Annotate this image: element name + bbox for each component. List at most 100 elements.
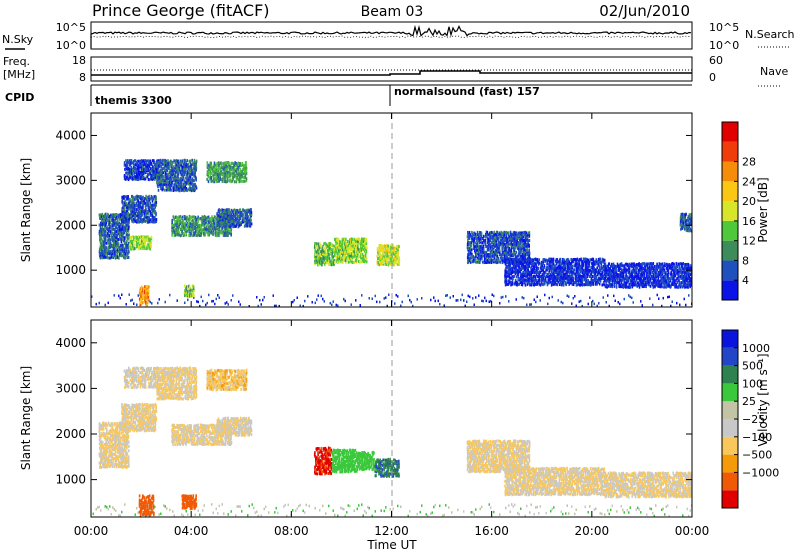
data-cell — [381, 257, 384, 261]
data-cell — [241, 212, 243, 216]
data-cell — [342, 245, 344, 249]
data-cell — [346, 251, 348, 255]
data-cell — [175, 178, 177, 182]
data-cell — [228, 231, 231, 235]
data-cell — [505, 238, 507, 242]
data-cell — [151, 195, 153, 199]
data-cell — [192, 289, 194, 293]
data-cell — [365, 238, 368, 241]
data-cell — [486, 247, 489, 251]
data-cell — [550, 283, 553, 287]
data-cell — [185, 167, 187, 170]
search-label: N.Search — [745, 28, 795, 41]
ground-scatter-cell — [379, 300, 381, 304]
ground-scatter-cell — [128, 293, 130, 296]
data-cell — [236, 222, 239, 226]
data-cell — [363, 246, 366, 250]
data-cell — [495, 245, 498, 248]
data-cell — [147, 195, 149, 199]
data-cell — [513, 239, 516, 243]
data-cell — [130, 165, 133, 169]
data-cell — [234, 161, 236, 165]
data-cell — [560, 281, 563, 285]
data-cell — [397, 254, 399, 258]
data-cell — [175, 167, 178, 171]
data-cell — [142, 293, 145, 297]
data-cell — [528, 258, 530, 262]
data-cell — [228, 172, 230, 176]
data-cell — [504, 236, 507, 240]
data-cell — [170, 188, 172, 192]
data-cell — [226, 175, 228, 179]
data-cell — [390, 253, 393, 256]
data-cell — [581, 266, 584, 270]
data-cell — [105, 217, 108, 221]
ground-scatter-cell — [452, 295, 454, 298]
data-cell — [385, 263, 387, 266]
data-cell — [335, 248, 337, 252]
data-cell — [562, 272, 565, 276]
ground-scatter-cell — [580, 299, 582, 303]
data-cell — [104, 212, 107, 216]
data-cell — [485, 252, 488, 256]
data-cell — [351, 240, 354, 244]
data-cell — [506, 237, 508, 241]
data-cell — [228, 161, 230, 165]
data-cell — [586, 266, 589, 269]
data-cell — [148, 237, 150, 241]
data-cell — [190, 169, 192, 173]
data-cell — [586, 262, 589, 266]
data-cell — [344, 245, 347, 249]
data-cell — [500, 258, 503, 262]
data-cell — [397, 248, 399, 252]
data-cell — [103, 247, 106, 251]
data-cell — [341, 245, 343, 249]
data-cell — [521, 272, 524, 276]
data-cell — [125, 246, 128, 249]
data-cell — [343, 242, 345, 246]
data-cell — [127, 205, 129, 209]
data-cell — [236, 167, 238, 171]
data-cell — [520, 273, 522, 277]
data-cell — [526, 280, 528, 284]
data-cell — [122, 216, 125, 220]
data-cell — [187, 222, 189, 226]
data-cell — [555, 275, 558, 279]
data-cell — [166, 176, 168, 180]
data-cell — [145, 212, 148, 215]
data-cell — [480, 246, 483, 250]
data-cell — [222, 162, 224, 166]
data-cell — [187, 165, 189, 169]
data-cell — [215, 223, 217, 227]
data-cell — [509, 268, 512, 271]
data-cell — [466, 243, 469, 247]
data-cell — [235, 164, 237, 167]
data-cell — [353, 254, 355, 258]
data-cell — [515, 256, 517, 260]
data-cell — [319, 246, 321, 250]
ground-scatter-cell — [500, 296, 502, 299]
data-cell — [180, 188, 183, 192]
data-cell — [138, 169, 140, 173]
data-cell — [507, 253, 510, 256]
data-cell — [568, 267, 571, 270]
data-cell — [482, 251, 485, 254]
data-cell — [577, 282, 580, 286]
data-cell — [149, 203, 151, 207]
data-cell — [189, 169, 191, 173]
data-cell — [514, 271, 516, 275]
data-cell — [520, 257, 522, 261]
data-cell — [316, 252, 318, 256]
data-cell — [131, 194, 133, 198]
data-cell — [177, 161, 180, 165]
data-cell — [504, 283, 507, 287]
data-cell — [528, 243, 530, 247]
data-cell — [214, 215, 216, 219]
data-cell — [361, 248, 364, 252]
data-cell — [120, 240, 123, 244]
data-cell — [481, 260, 484, 264]
data-cell — [141, 168, 144, 171]
data-cell — [128, 250, 130, 254]
data-cell — [137, 205, 139, 209]
data-cell — [177, 169, 179, 173]
